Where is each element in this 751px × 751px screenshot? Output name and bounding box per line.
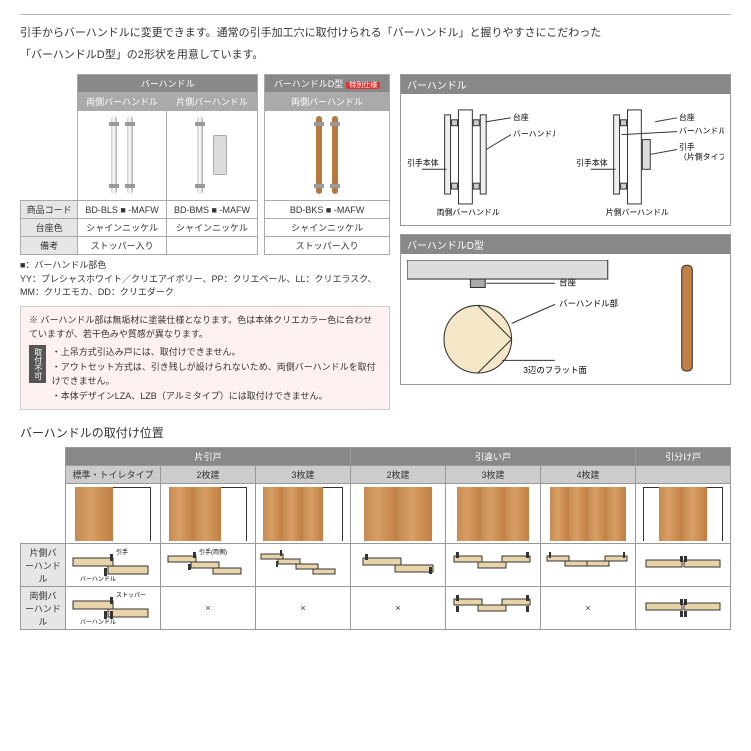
base-2: シャインニッケル [166,219,257,237]
svg-text:台座: 台座 [678,112,694,122]
d-one-6 [541,544,636,587]
svg-text:バーハンドル: バーハンドル [80,576,116,582]
row-code: 商品コード [21,201,78,219]
sub-k3: 3枚建 [256,466,351,484]
hdr-bar: バーハンドル [78,75,258,93]
intro-line-2: 「バーハンドルD型」の2形状を用意しています。 [20,47,731,65]
note-box: ※ バーハンドル部は無垢材に塗装仕様となります。色は本体クリエカラー色に合わせて… [20,306,390,410]
diagram-bar-d: バーハンドルD型 台座 バーハンドル部 3辺のフラット面 [400,234,731,385]
d-both-7 [636,587,731,630]
svg-text:引手(両側): 引手(両側) [199,548,227,556]
svg-text:引手: 引手 [116,548,128,556]
door-h3 [446,484,541,544]
d-one-3 [256,544,351,587]
diagram-bar: バーハンドル 台座 バーハンドル 引手本体 両側バーハンドル [400,74,731,226]
intro-line-1: 引手からバーハンドルに変更できます。通常の引手加工穴に取付けられる「バーハンドル… [20,14,731,43]
svg-text:引手本体: 引手本体 [407,158,439,168]
product-table: バーハンドル バーハンドルD型特別仕様 両側バーハンドル 片側バーハンドル 両側… [20,74,390,255]
sub-both-2: 両側バーハンドル [265,93,390,111]
sub-h3: 3枚建 [446,466,541,484]
warn-2: ・アウトセット方式は、引き残しが設けられないため、両側バーハンドルを取付けできま… [52,360,381,389]
schem-one: 台座 バーハンドル 引手 （片側タイプ） 引手本体 片側バーハンドル [576,100,725,219]
schem-d: 台座 バーハンドル部 3辺のフラット面 [407,260,724,376]
position-title: バーハンドルの取付け位置 [20,424,731,441]
row-one: 片側バーハンドル [21,544,66,587]
svg-text:台座: 台座 [559,277,576,287]
row-both: 両側バーハンドル [21,587,66,630]
note-3: ストッパー入り [265,237,390,255]
diag-bar-d-title: バーハンドルD型 [401,235,730,254]
sub-one: 片側バーハンドル [166,93,257,111]
svg-text:バーハンドル部: バーハンドル部 [559,298,618,308]
note-2 [166,237,257,255]
door-k2 [161,484,256,544]
row-note: 備考 [21,237,78,255]
svg-text:引手本体: 引手本体 [576,158,608,168]
warn-1: ・上吊方式引込み戸には、取付けできません。 [52,345,381,359]
warn-label: 取付不可 [29,345,46,383]
door-h4 [541,484,636,544]
door-k3 [256,484,351,544]
d-one-5 [446,544,541,587]
svg-text:片側バーハンドル: 片側バーハンドル [605,207,668,217]
svg-text:台座: 台座 [513,112,529,122]
note-colors: YY：プレシャスホワイト／クリエアイボリー、PP：クリエペール、LL：クリエラス… [20,273,390,300]
svg-text:バーハンドル: バーハンドル [678,127,724,136]
d-both-5 [446,587,541,630]
sub-both-1: 両側バーハンドル [78,93,167,111]
d-one-1: 引手バーハンドル [66,544,161,587]
img-both-bar [78,111,167,201]
sub-std: 標準・トイレタイプ [66,466,161,484]
base-3: シャインニッケル [265,219,390,237]
svg-text:バーハンドル: バーハンドル [513,130,556,139]
warn-3: ・本体デザインLZA、LZB（アルミタイプ）には取付けできません。 [52,389,381,403]
d-both-3: × [256,587,351,630]
img-one-bar [166,111,257,201]
svg-text:引手: 引手 [678,142,694,152]
code-3: BD-BKS ■ -MAFW [265,201,390,219]
svg-text:ストッパー: ストッパー [116,592,146,599]
hdr-bar-d: バーハンドルD型特別仕様 [265,75,390,93]
note-bullet: ■：バーハンドル部色 [20,259,390,273]
d-one-7 [636,544,731,587]
grp-1: 片引戸 [66,448,351,466]
svg-text:3辺のフラット面: 3辺のフラット面 [523,365,587,375]
door-std [66,484,161,544]
base-1: シャインニッケル [78,219,167,237]
door-w [636,484,731,544]
sub-h2: 2枚建 [351,466,446,484]
position-table: 片引戸 引違い戸 引分け戸 標準・トイレタイプ 2枚建 3枚建 2枚建 3枚建 … [20,447,731,630]
sub-h4: 4枚建 [541,466,636,484]
schem-both: 台座 バーハンドル 引手本体 両側バーハンドル [407,100,556,219]
door-h2 [351,484,446,544]
svg-text:両側バーハンドル: 両側バーハンドル [437,207,500,217]
diag-bar-title: バーハンドル [401,75,730,94]
note-1: ストッパー入り [78,237,167,255]
sub-w [636,466,731,484]
d-one-4 [351,544,446,587]
d-both-4: × [351,587,446,630]
row-base: 台座色 [21,219,78,237]
svg-text:（片側タイプ）: （片側タイプ） [678,152,724,162]
grp-3: 引分け戸 [636,448,731,466]
code-2: BD-BMS ■ -MAFW [166,201,257,219]
sub-k2: 2枚建 [161,466,256,484]
badge-special: 特別仕様 [346,82,380,89]
code-1: BD-BLS ■ -MAFW [78,201,167,219]
svg-text:バーハンドル: バーハンドル [80,619,116,625]
grp-2: 引違い戸 [351,448,636,466]
note-star: ※ バーハンドル部は無垢材に塗装仕様となります。色は本体クリエカラー色に合わせて… [29,313,381,342]
d-one-2: 引手(両側) [161,544,256,587]
d-both-1: ストッパーバーハンドル [66,587,161,630]
img-d-bar [265,111,390,201]
d-both-6: × [541,587,636,630]
d-both-2: × [161,587,256,630]
